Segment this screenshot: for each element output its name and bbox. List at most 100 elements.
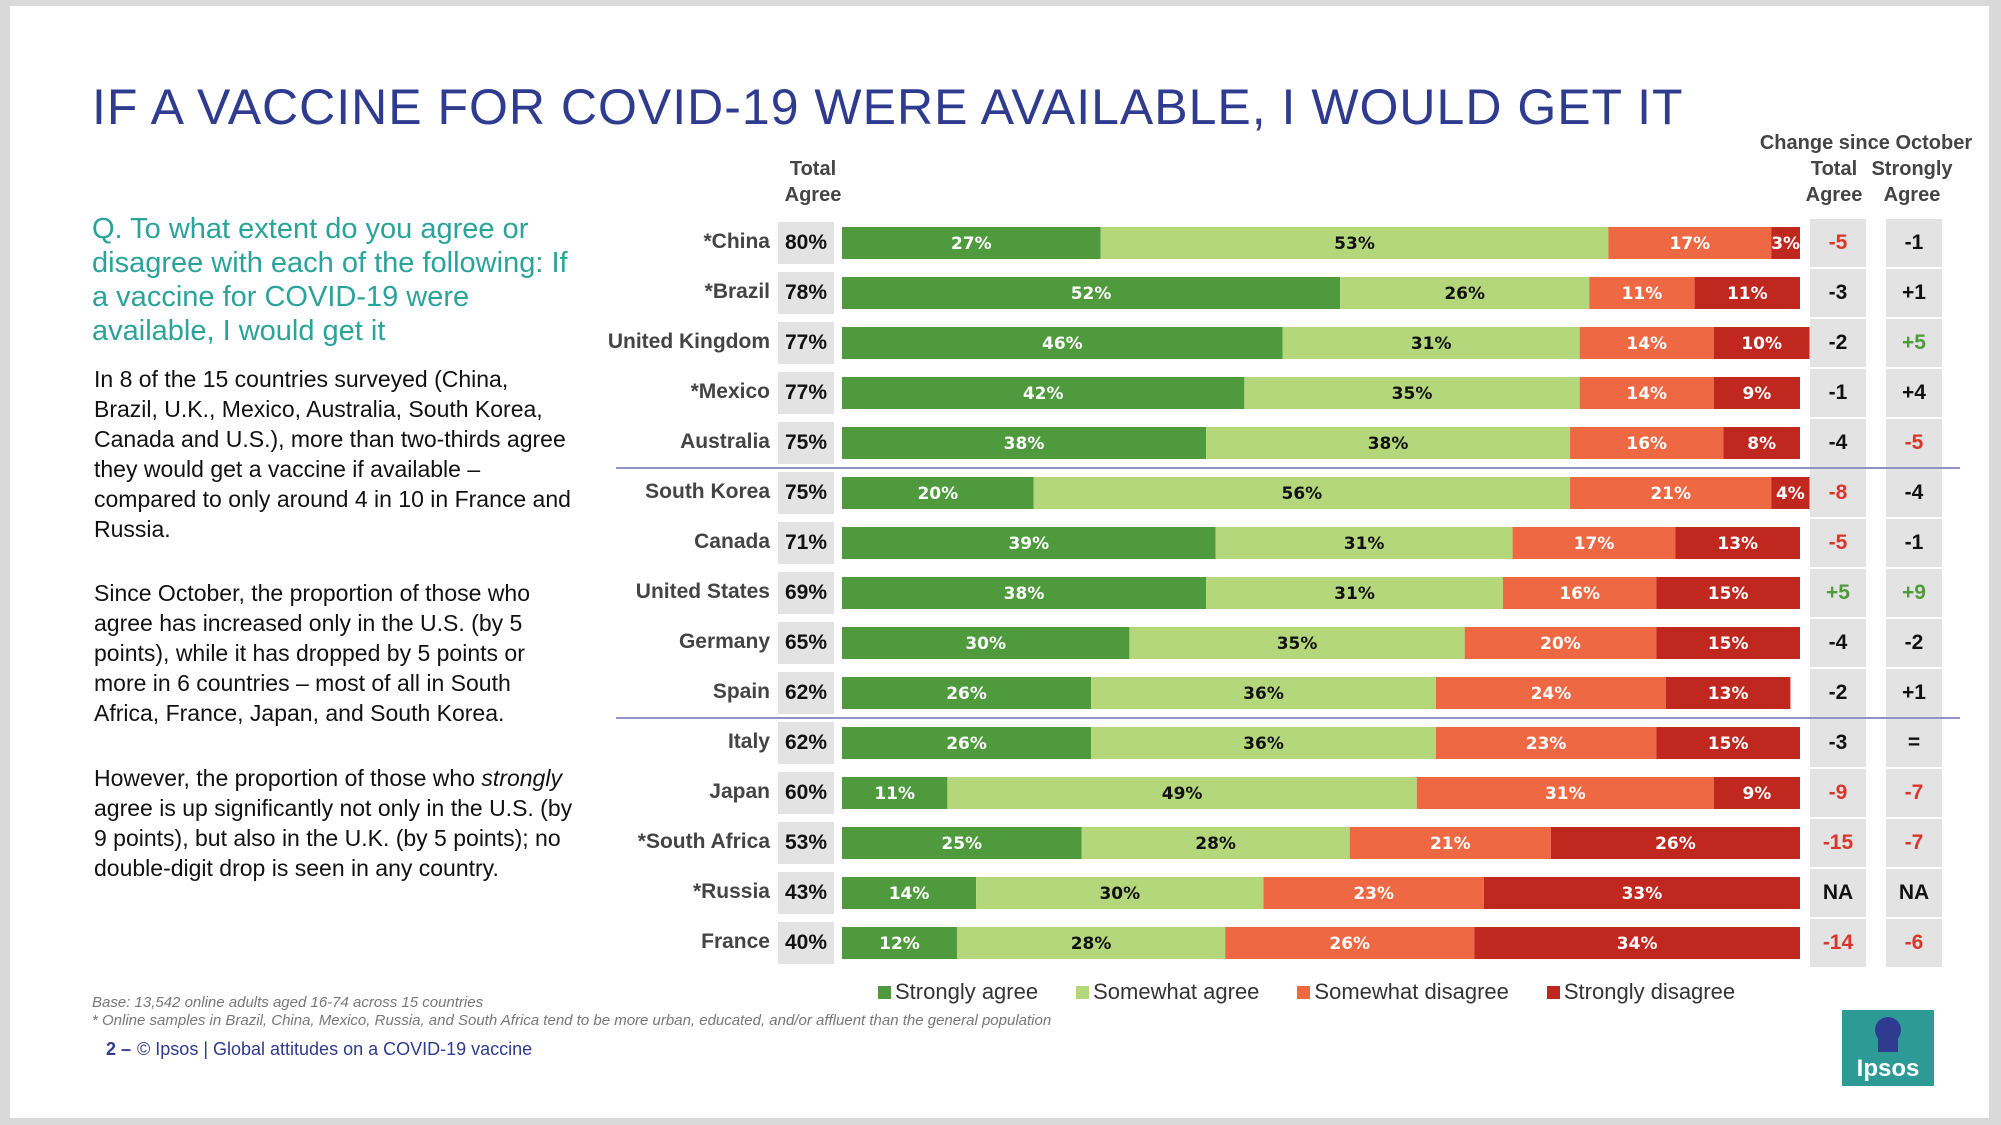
bar-label-russia-somewhat-disagree: 23%	[1353, 884, 1394, 904]
bar-brazil-somewhat-disagree	[1589, 277, 1695, 309]
change-total-united-states: +5	[1810, 569, 1866, 617]
bar-united-states-strongly-disagree	[1656, 577, 1800, 609]
change-total-header-line2: Agree	[1805, 184, 1863, 206]
bar-label-germany-somewhat-agree: 35%	[1277, 634, 1318, 654]
bar-canada-somewhat-agree	[1215, 527, 1513, 559]
change-strong-japan: -7	[1886, 769, 1942, 817]
change-total-australia: -4	[1810, 419, 1866, 467]
bar-label-mexico-somewhat-agree: 35%	[1392, 384, 1433, 404]
bar-label-south-africa-strongly-disagree: 26%	[1655, 834, 1696, 854]
bar-united-kingdom-somewhat-disagree	[1579, 327, 1714, 359]
country-label-russia: *Russia	[692, 880, 770, 903]
bar-label-australia-somewhat-disagree: 16%	[1626, 434, 1667, 454]
bar-australia-somewhat-agree	[1206, 427, 1571, 459]
change-total-agree-header: Total Agree	[1800, 156, 1868, 208]
summary-paragraph-2: Since October, the proportion of those w…	[94, 580, 530, 726]
change-strong-canada: -1	[1886, 519, 1942, 567]
legend-swatch-strongly-agree	[878, 985, 891, 999]
total-agree-italy: 62%	[778, 722, 834, 764]
total-agree-canada: 71%	[778, 522, 834, 564]
total-agree-south-africa: 53%	[778, 822, 834, 864]
bar-germany-somewhat-agree	[1129, 627, 1465, 659]
bar-spain-strongly-agree	[842, 677, 1092, 709]
summary-paragraph-3: However, the proportion of those who str…	[94, 763, 574, 883]
bar-south-korea-somewhat-disagree	[1570, 477, 1772, 509]
legend-swatch-somewhat-disagree	[1297, 985, 1311, 999]
bar-south-africa-strongly-agree	[842, 827, 1082, 859]
bar-russia-strongly-disagree	[1483, 877, 1800, 909]
total-agree-japan: 60%	[778, 772, 834, 814]
bar-japan-somewhat-agree	[947, 777, 1417, 809]
change-strong-south-africa: -7	[1886, 819, 1942, 867]
bar-label-italy-somewhat-disagree: 23%	[1526, 734, 1567, 754]
bar-label-germany-strongly-agree: 30%	[965, 634, 1006, 654]
change-strong-united-kingdom: +5	[1886, 319, 1942, 367]
bar-brazil-somewhat-agree	[1340, 277, 1590, 309]
change-total-brazil: -3	[1810, 269, 1866, 317]
legend-swatch-somewhat-agree	[1076, 985, 1090, 999]
change-total-spain: -2	[1810, 669, 1866, 717]
bar-label-russia-strongly-agree: 14%	[889, 884, 930, 904]
bar-label-russia-strongly-disagree: 33%	[1622, 884, 1663, 904]
country-label-spain: Spain	[712, 680, 770, 703]
change-total-china: -5	[1810, 219, 1866, 267]
bar-france-somewhat-disagree	[1225, 927, 1475, 959]
legend-label-somewhat-agree: Somewhat agree	[1093, 979, 1260, 1004]
bar-united-states-strongly-agree	[842, 577, 1207, 609]
total-agree-mexico: 77%	[778, 372, 834, 414]
country-label-australia: Australia	[680, 430, 770, 453]
bar-label-united-states-somewhat-agree: 31%	[1334, 584, 1375, 604]
total-agree-china: 80%	[778, 222, 834, 264]
bar-label-south-africa-somewhat-disagree: 21%	[1430, 834, 1471, 854]
stacked-bar-chart: 27% 53% 17% 3% 52% 26% 11% 11% 46% 31% 14% 10% 42% 35…	[616, 227, 1960, 959]
footnote-samples: * Online samples in Brazil, China, Mexic…	[92, 1012, 1052, 1029]
bar-australia-strongly-agree	[842, 427, 1207, 459]
bar-australia-somewhat-disagree	[1570, 427, 1724, 459]
bar-label-france-strongly-agree: 12%	[879, 934, 920, 954]
bar-label-united-kingdom-somewhat-agree: 31%	[1411, 334, 1452, 354]
change-total-south-africa: -15	[1810, 819, 1866, 867]
bar-china-strongly-disagree	[1771, 227, 1800, 259]
legend-swatch-strongly-disagree	[1546, 985, 1560, 999]
change-strong-australia: -5	[1886, 419, 1942, 467]
country-label-china: *China	[703, 230, 770, 253]
summary-paragraph-1: In 8 of the 15 countries surveyed (China…	[94, 366, 571, 542]
page-footer: 2 – © Ipsos | Global attitudes on a COVID…	[106, 1039, 532, 1060]
country-label-united-states: United States	[635, 580, 770, 603]
legend-label-strongly-disagree: Strongly disagree	[1563, 979, 1736, 1004]
change-strong-header-line1: Strongly	[1871, 158, 1953, 180]
legend-item-strongly-disagree: Strongly disagree	[1546, 979, 1736, 1005]
bar-label-france-somewhat-disagree: 26%	[1329, 934, 1370, 954]
bar-france-strongly-disagree	[1474, 927, 1800, 959]
bar-label-italy-strongly-disagree: 15%	[1708, 734, 1749, 754]
bar-mexico-strongly-disagree	[1713, 377, 1800, 409]
bar-label-spain-somewhat-agree: 36%	[1243, 684, 1284, 704]
logo-figure-head	[1875, 1017, 1901, 1043]
bar-canada-strongly-disagree	[1675, 527, 1800, 559]
change-strong-italy: =	[1886, 719, 1942, 767]
total-agree-united-kingdom: 77%	[778, 322, 834, 364]
bar-label-south-korea-somewhat-agree: 56%	[1281, 484, 1322, 504]
change-strong-mexico: +4	[1886, 369, 1942, 417]
total-agree-brazil: 78%	[778, 272, 834, 314]
total-agree-france: 40%	[778, 922, 834, 964]
bar-united-states-somewhat-agree	[1206, 577, 1504, 609]
bar-france-somewhat-agree	[956, 927, 1226, 959]
bar-label-china-strongly-disagree: 3%	[1771, 234, 1800, 254]
bar-label-brazil-strongly-disagree: 11%	[1727, 284, 1768, 304]
bar-mexico-somewhat-disagree	[1579, 377, 1714, 409]
logo-text: Ipsos	[1857, 1055, 1920, 1082]
bar-south-korea-strongly-disagree	[1771, 477, 1810, 509]
bar-united-kingdom-strongly-disagree	[1713, 327, 1810, 359]
change-strong-united-states: +9	[1886, 569, 1942, 617]
change-total-south-korea: -8	[1810, 469, 1866, 517]
ipsos-logo: Ipsos	[1842, 1010, 1934, 1086]
legend-item-somewhat-disagree: Somewhat disagree	[1297, 979, 1509, 1005]
change-strong-spain: +1	[1886, 669, 1942, 717]
bar-label-canada-somewhat-disagree: 17%	[1574, 534, 1615, 554]
bar-label-canada-strongly-disagree: 13%	[1717, 534, 1758, 554]
bar-label-japan-somewhat-agree: 49%	[1162, 784, 1203, 804]
bar-label-brazil-somewhat-agree: 26%	[1444, 284, 1485, 304]
question-text: Q. To what extent do you agree or disagr…	[92, 213, 568, 347]
bar-united-kingdom-somewhat-agree	[1282, 327, 1580, 359]
